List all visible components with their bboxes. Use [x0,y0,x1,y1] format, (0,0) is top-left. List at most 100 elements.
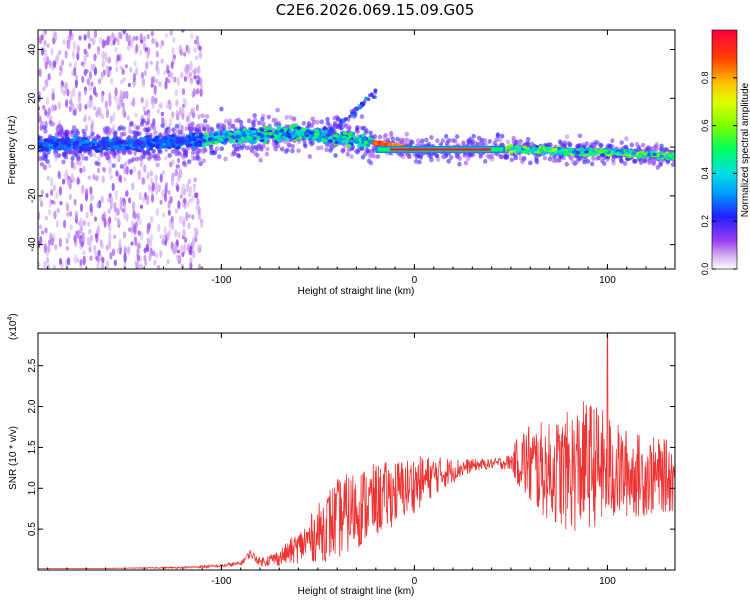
halo-blob [232,151,237,157]
noise-blob [96,201,100,209]
halo-blob [141,118,146,124]
halo-blob [356,147,362,153]
ridge-blob [380,141,385,146]
noise-blob [63,219,67,229]
noise-blob [140,97,144,103]
halo-blob [343,143,348,149]
ridge-blob [165,135,171,139]
noise-blob [76,44,80,54]
ridge-blob [579,147,584,151]
noise-blob [79,203,84,213]
noise-blob [88,240,92,247]
halo-blob [129,122,134,128]
halo-blob [230,123,236,129]
noise-blob [137,172,141,181]
halo-blob [197,148,202,154]
halo-blob [70,156,75,161]
noise-blob [81,75,85,84]
halo-blob [310,116,315,122]
halo-blob [463,160,469,166]
ridge-blob [259,134,265,138]
noise-blob [193,67,197,76]
noise-blob [182,188,187,196]
halo-blob [342,122,347,128]
noise-blob [189,185,193,194]
y-tick-label: 1.0 [27,481,38,495]
noise-blob [175,109,179,119]
halo-blob [234,146,239,152]
spectrogram-x-ticks: -100 0 100 [47,30,666,286]
halo-blob [619,158,624,164]
noise-blob [153,84,157,95]
ridge-blob [73,145,79,149]
noise-blob [110,202,114,208]
noise-blob [108,165,112,176]
noise-blob [57,101,61,110]
halo-blob [167,153,172,158]
ridge-blob [161,142,167,147]
noise-blob [38,68,42,77]
halo-blob [529,141,535,147]
halo-blob [454,153,459,158]
noise-blob [86,101,90,109]
ridge-blob [313,135,319,139]
noise-blob [50,237,55,247]
streak-blob [370,92,374,96]
noise-blob [50,47,54,56]
halo-blob [547,156,553,162]
noise-blob [161,238,165,246]
halo-blob [542,155,547,161]
noise-blob [132,201,136,211]
halo-blob [249,147,254,153]
noise-blob [105,108,109,119]
halo-blob [525,136,531,142]
noise-blob [46,43,50,48]
ridge-blob [72,142,78,146]
halo-blob [72,125,77,130]
noise-blob [93,53,97,62]
noise-blob [135,35,139,41]
halo-blob [90,131,95,137]
noise-blob [140,72,144,79]
noise-blob [101,262,105,269]
halo-blob [113,130,118,136]
noise-blob [182,229,186,238]
halo-blob [111,151,117,157]
noise-blob [185,64,189,70]
noise-blob [140,39,144,44]
noise-blob [67,257,71,266]
noise-blob [134,241,138,247]
noise-blob [113,95,117,101]
noise-blob [115,66,119,73]
halo-blob [658,162,663,168]
halo-blob [50,121,56,127]
ridge-blob [189,140,195,145]
colorbar-tick-label: 0.4 [700,167,710,180]
halo-blob [325,116,330,122]
noise-blob [79,168,83,174]
noise-blob [139,263,144,269]
noise-blob [59,201,63,206]
halo-blob [227,118,233,123]
noise-blob [163,192,167,202]
noise-blob [122,197,126,203]
noise-blob [69,224,73,231]
halo-blob [216,122,221,128]
ridge-blob [42,141,47,146]
noise-blob [177,200,181,210]
noise-blob [66,211,70,217]
noise-blob [182,220,186,228]
halo-blob [336,116,341,122]
halo-blob [448,155,454,160]
ridge-blob [141,137,146,141]
halo-blob [70,129,76,134]
noise-blob [159,42,163,50]
noise-blob [88,246,92,253]
halo-blob [38,156,43,162]
band-core [389,148,492,151]
noise-blob [79,225,83,234]
noise-blob [133,212,138,220]
noise-blob [69,98,73,108]
halo-blob [634,141,640,147]
noise-blob [147,112,151,119]
